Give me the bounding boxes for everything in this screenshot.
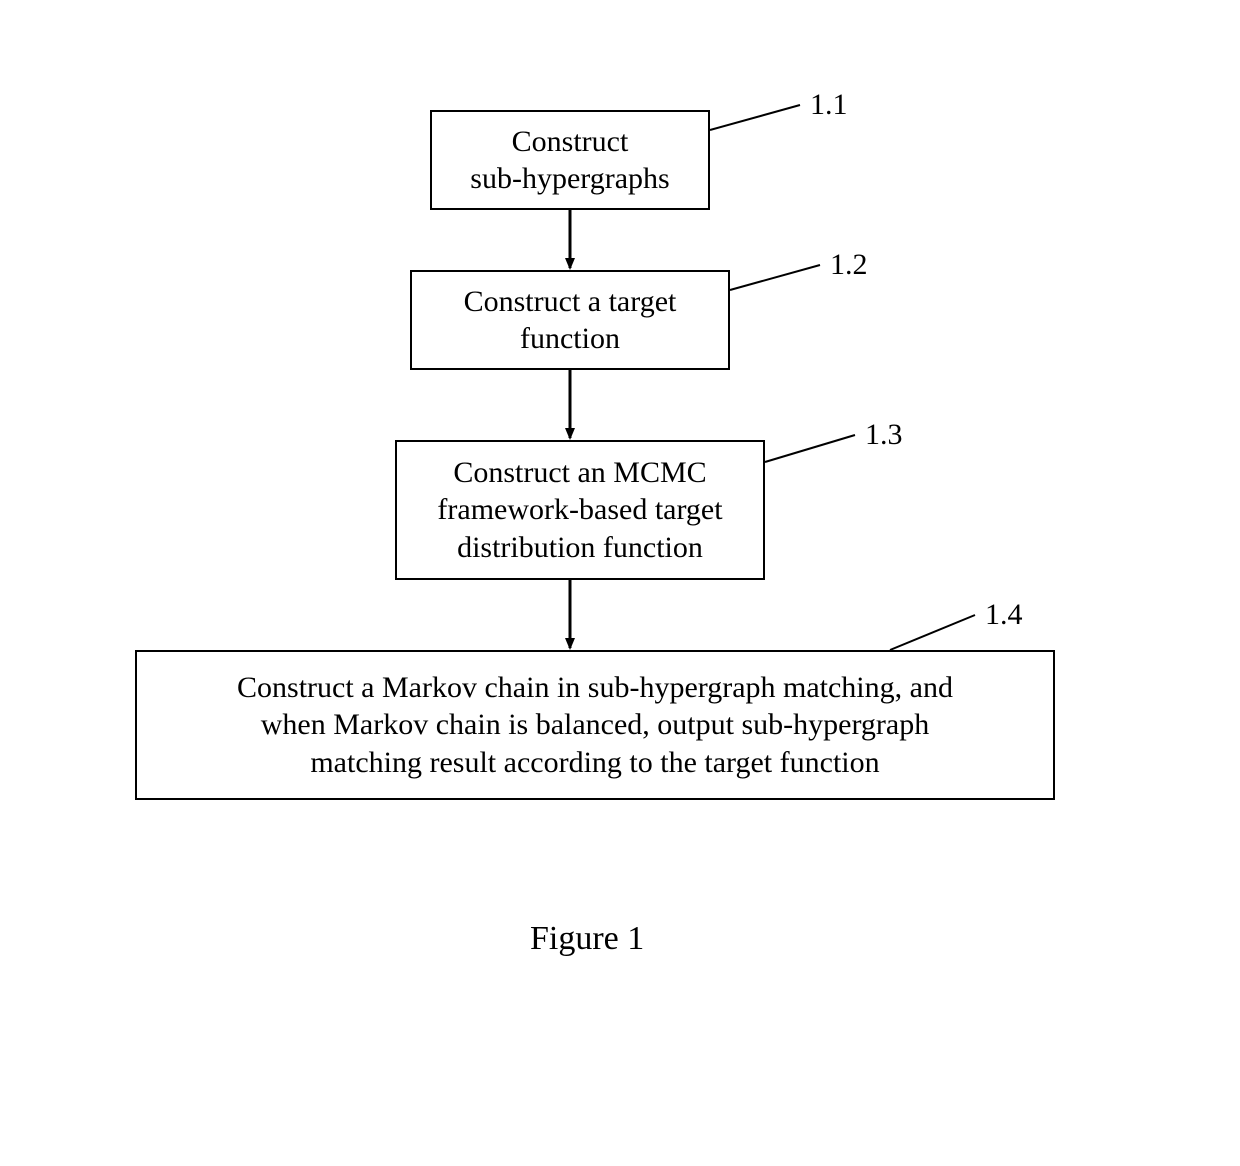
- node-text: Constructsub-hypergraphs: [460, 123, 679, 198]
- node-text: Construct a targetfunction: [454, 283, 687, 358]
- figure-caption: Figure 1: [530, 920, 644, 958]
- node-text: Construct a Markov chain in sub-hypergra…: [227, 669, 963, 782]
- node-label-n1: 1.1: [810, 88, 848, 122]
- flowchart-node-n2: Construct a targetfunction: [410, 270, 730, 370]
- label-leader-line: [730, 265, 820, 290]
- node-label-n3: 1.3: [865, 418, 903, 452]
- label-leader-line: [710, 105, 800, 130]
- label-leader-line: [765, 435, 855, 462]
- node-text: Construct an MCMCframework-based targetd…: [427, 454, 732, 567]
- flowchart-node-n4: Construct a Markov chain in sub-hypergra…: [135, 650, 1055, 800]
- node-label-n2: 1.2: [830, 248, 868, 282]
- node-label-n4: 1.4: [985, 598, 1023, 632]
- flowchart-node-n1: Constructsub-hypergraphs: [430, 110, 710, 210]
- label-leader-line: [890, 615, 975, 650]
- flowchart-node-n3: Construct an MCMCframework-based targetd…: [395, 440, 765, 580]
